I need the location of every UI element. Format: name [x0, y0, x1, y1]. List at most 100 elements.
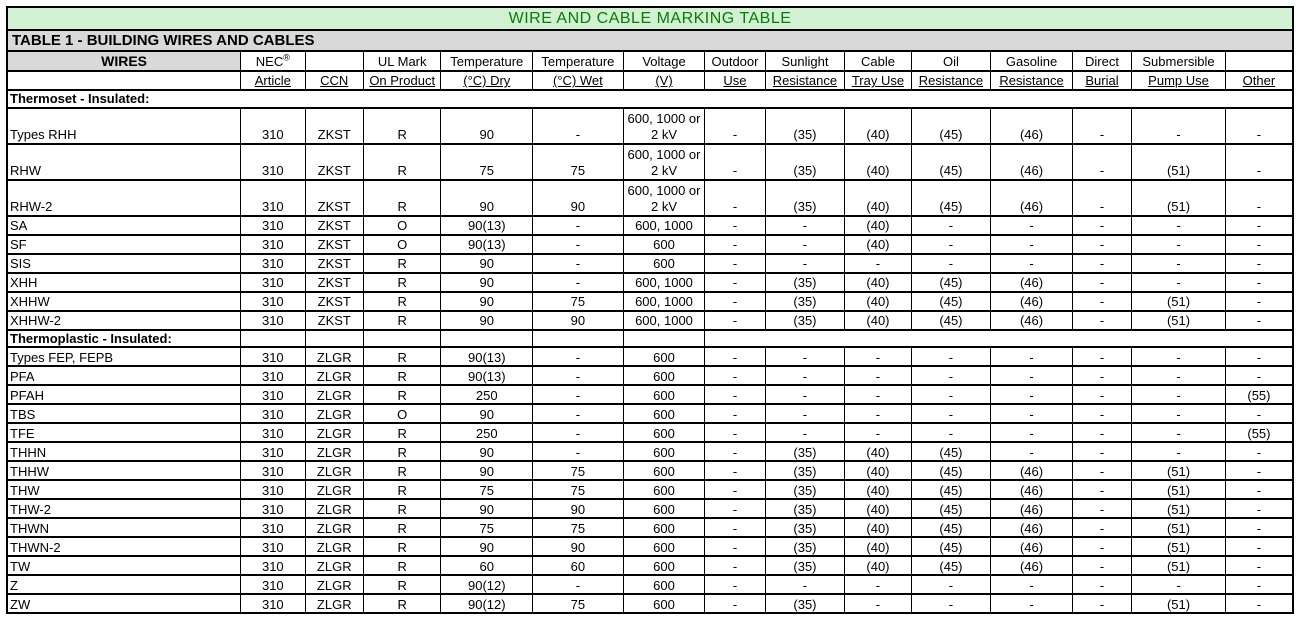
cell-ul-mark: R: [362, 498, 442, 520]
cell-cable-tray-use: -: [844, 593, 912, 615]
cell-outdoor-use: -: [704, 178, 766, 217]
cell-nec-article: 310: [240, 252, 306, 274]
cell-cable-tray-use: -: [844, 365, 912, 387]
cell-cable-tray-use: -: [844, 384, 912, 406]
cell-nec-article: 310: [240, 422, 306, 444]
column-header-outdoor-use-label: Use: [723, 73, 747, 89]
cell-outdoor-use: -: [704, 142, 766, 181]
cell-nec-article: 310: [240, 479, 306, 501]
cell-other: -: [1224, 346, 1294, 368]
cell-other: -: [1224, 142, 1294, 181]
cell-temp-wet: 75: [532, 593, 624, 615]
cell-gasoline-resistance: (46): [990, 536, 1073, 558]
cell-voltage: 600, 1000 or 2 kV: [622, 178, 706, 217]
cell-ul-mark: R: [362, 309, 442, 331]
cell-nec-article: 310: [240, 593, 306, 615]
cell-outdoor-use: -: [704, 214, 766, 236]
cell-gasoline-resistance: (46): [990, 517, 1073, 539]
table-row-sa: SA 310 ZKST O 90(13) -600, 1000- - (40) - - - - -: [6, 214, 1294, 236]
column-header-ul-mark-line2: On Product: [362, 70, 442, 91]
cell-ul-mark: R: [362, 441, 442, 463]
cell-submersible-pump-use: (51): [1131, 555, 1226, 577]
cell-wire: TW: [6, 555, 242, 577]
cell-ul-mark: R: [362, 422, 442, 444]
cell-outdoor-use: -: [704, 403, 766, 425]
cell-gasoline-resistance: -: [990, 422, 1073, 444]
column-header-ccn-line2: CCN: [304, 70, 364, 91]
cell-wire: THWN-2: [6, 536, 242, 558]
cell-direct-burial: -: [1071, 517, 1133, 539]
cell-submersible-pump-use: -: [1131, 403, 1226, 425]
table-row-tbs: TBS 310 ZLGR O 90-600- - - - - - - -: [6, 403, 1294, 425]
cell-direct-burial: -: [1071, 479, 1133, 501]
cell-oil-resistance: (45): [910, 309, 992, 331]
cell-direct-burial: -: [1071, 271, 1133, 293]
cell-wire: SF: [6, 233, 242, 255]
cell-ul-mark: R: [362, 252, 442, 274]
cell-oil-resistance: (45): [910, 106, 992, 145]
cell-gasoline-resistance: -: [990, 384, 1073, 406]
cell-nec-article: 310: [240, 106, 306, 145]
cell-nec-article: 310: [240, 536, 306, 558]
cell-temp-wet: 75: [532, 460, 624, 482]
table-row-z: Z 310 ZLGR R 90(12) -600- - - - - - - -: [6, 574, 1294, 596]
table-row-pfah: PFAH 310 ZLGR R 250-600- - - - - - - (55): [6, 384, 1294, 406]
cell-direct-burial: -: [1071, 106, 1133, 145]
cell-cable-tray-use: -: [844, 422, 912, 444]
cell-ccn: ZLGR: [304, 384, 364, 406]
cell-nec-article: 310: [240, 365, 306, 387]
cell-outdoor-use: -: [704, 555, 766, 577]
cell-submersible-pump-use: -: [1131, 384, 1226, 406]
table-row-thwn-2: THWN-2 310 ZLGR R 90 90 600- (35) (40) (45) (46) -(…: [6, 536, 1294, 558]
cell-other: -: [1224, 517, 1294, 539]
cell-temp-wet: -: [532, 214, 624, 236]
column-header-wire-line2: [6, 70, 242, 91]
cell-direct-burial: -: [1071, 365, 1133, 387]
cell-oil-resistance: (45): [910, 142, 992, 181]
column-header-direct-burial-line2: Burial: [1071, 70, 1133, 91]
cell-cable-tray-use: (40): [844, 142, 912, 181]
cell-oil-resistance: (45): [910, 479, 992, 501]
table-row-xhh: XHH 310 ZKST R 90-600, 1000- (35) (40) (45) (46)…: [6, 271, 1294, 293]
column-header-outdoor-use-line1: Outdoor: [704, 50, 766, 72]
cell-voltage: 600, 1000: [622, 290, 706, 312]
cell-nec-article: 310: [240, 517, 306, 539]
cell-ccn: ZKST: [304, 178, 364, 217]
table-row-xhhw: XHHW 310 ZKST R 90 75 600, 1000- (35) (40) (45) (4…: [6, 290, 1294, 312]
cell-wire: Types RHH: [6, 106, 242, 145]
cell-voltage: 600: [622, 384, 706, 406]
cell-nec-article: 310: [240, 346, 306, 368]
cell-wire: THWN: [6, 517, 242, 539]
cell-voltage: 600: [622, 233, 706, 255]
cell-nec-article: 310: [240, 555, 306, 577]
cell-submersible-pump-use: (51): [1131, 460, 1226, 482]
cell-ul-mark: R: [362, 593, 442, 615]
cell-voltage: 600: [622, 517, 706, 539]
cell-wire: TFE: [6, 422, 242, 444]
column-header-oil-resistance-line2: Resistance: [910, 70, 992, 91]
cell-other: -: [1224, 479, 1294, 501]
cell-sunlight-resistance: (35): [764, 271, 846, 293]
cell-temp-wet: 75: [532, 290, 624, 312]
cell-gasoline-resistance: (46): [990, 479, 1073, 501]
cell-ccn: ZKST: [304, 309, 364, 331]
cell-temp-wet: 60: [532, 555, 624, 577]
cell-gasoline-resistance: (46): [990, 271, 1073, 293]
cell-temp-dry: 90: [440, 271, 534, 293]
cell-nec-article: 310: [240, 271, 306, 293]
cell-temp-wet: 90: [532, 178, 624, 217]
cell-other: -: [1224, 178, 1294, 217]
cell-other: -: [1224, 498, 1294, 520]
cell-ul-mark: R: [362, 106, 442, 145]
column-header-submersible-pump-use-label: Pump Use: [1148, 73, 1209, 89]
cell-submersible-pump-use: (51): [1131, 178, 1226, 217]
cell-ccn: ZKST: [304, 106, 364, 145]
cell-wire: XHH: [6, 271, 242, 293]
cell-nec-article: 310: [240, 214, 306, 236]
cell-wire: ZW: [6, 593, 242, 615]
cell-ul-mark: R: [362, 290, 442, 312]
cell-ccn: ZKST: [304, 271, 364, 293]
column-header-submersible-pump-use-line2: Pump Use: [1131, 70, 1226, 91]
cell-submersible-pump-use: (51): [1131, 517, 1226, 539]
